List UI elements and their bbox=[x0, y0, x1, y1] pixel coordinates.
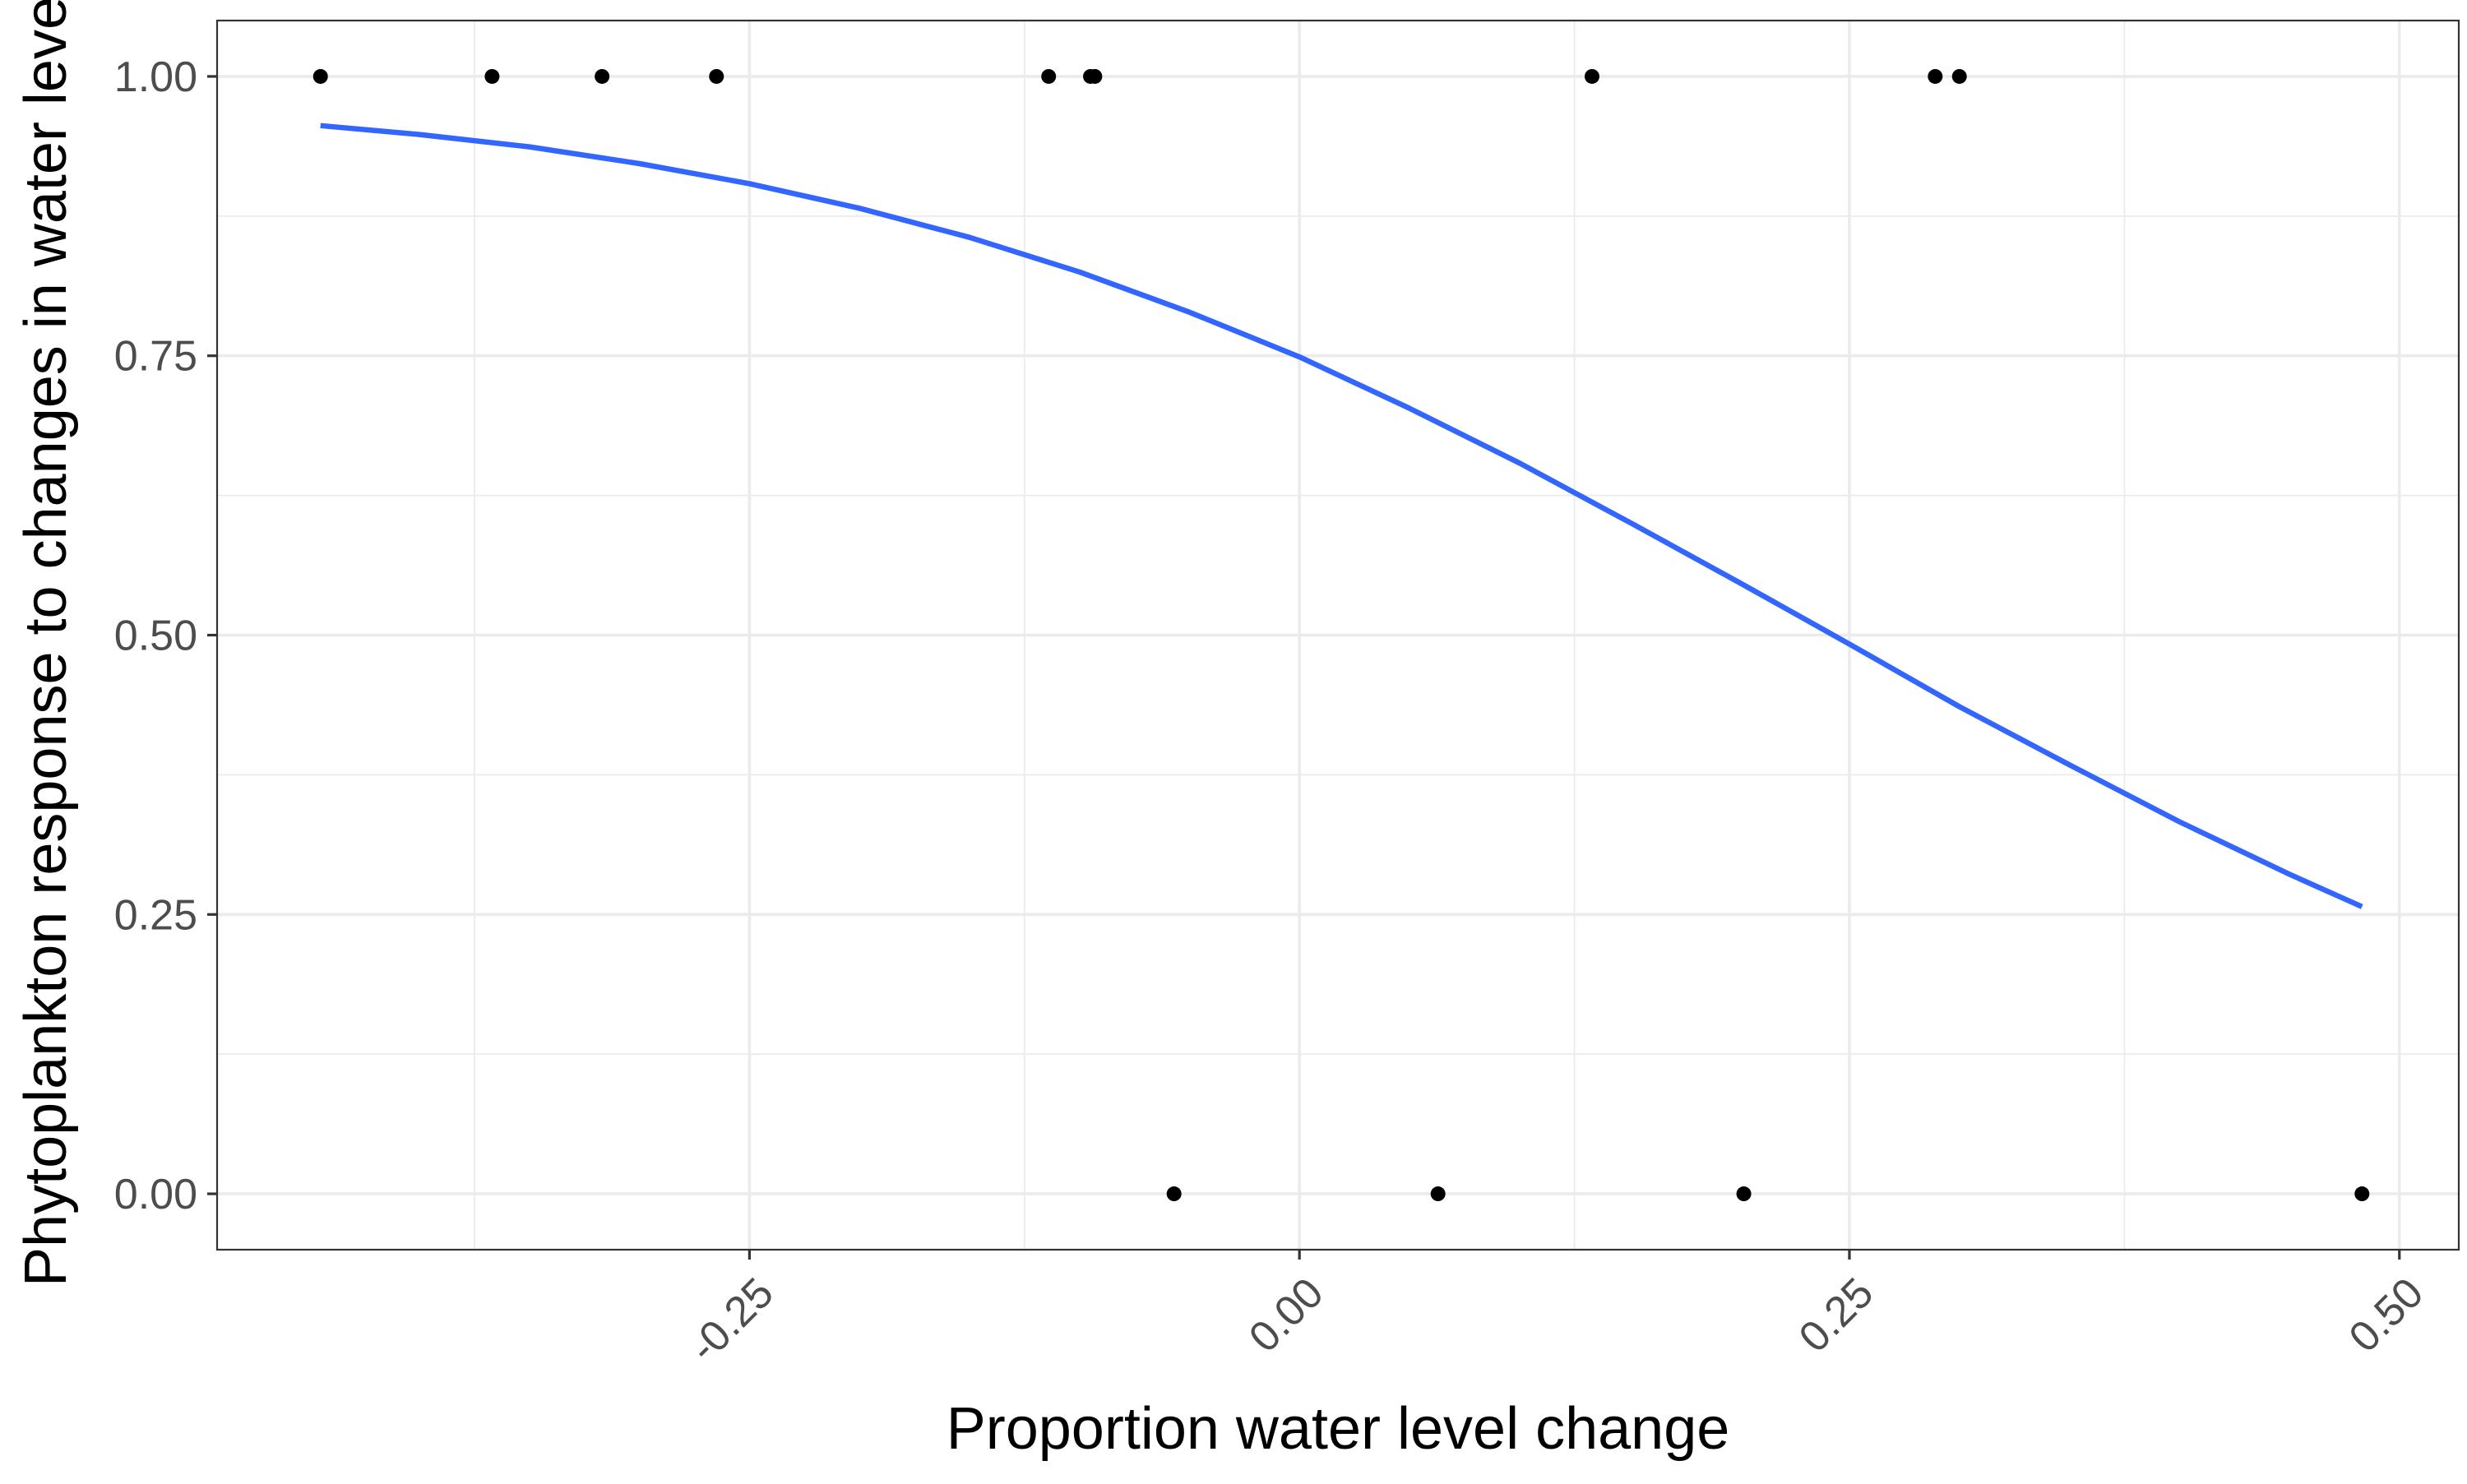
data-point bbox=[1736, 1186, 1752, 1202]
data-point bbox=[2354, 1186, 2370, 1202]
grid-lines bbox=[217, 21, 2459, 1250]
y-tick-label: 0.50 bbox=[114, 613, 197, 660]
y-tick-label: 0.00 bbox=[114, 1171, 197, 1218]
data-point bbox=[595, 68, 610, 84]
data-point bbox=[484, 68, 500, 84]
data-point bbox=[709, 68, 724, 84]
x-tick-label: 0.00 bbox=[1240, 1269, 1333, 1361]
data-point bbox=[1041, 68, 1057, 84]
data-point bbox=[1430, 1186, 1446, 1202]
fitted-curve bbox=[320, 123, 2363, 909]
data-point bbox=[1951, 68, 1967, 84]
x-tick-label: 0.50 bbox=[2340, 1269, 2433, 1361]
data-point bbox=[1928, 68, 1943, 84]
y-tick-label: 0.75 bbox=[114, 333, 197, 381]
data-points bbox=[312, 68, 2370, 1202]
fitted-curve-layer bbox=[320, 123, 2363, 909]
data-point bbox=[312, 68, 328, 84]
data-point bbox=[1584, 68, 1599, 84]
x-tick-label: 0.25 bbox=[1790, 1269, 1883, 1361]
y-axis-title: Phytoplankton response to changes in wat… bbox=[13, 0, 79, 1287]
y-tick-label: 0.25 bbox=[114, 891, 197, 939]
y-tick-label: 1.00 bbox=[114, 53, 197, 101]
x-axis-title: Proportion water level change bbox=[947, 1396, 1730, 1462]
data-point bbox=[1087, 68, 1103, 84]
data-point bbox=[1166, 1186, 1182, 1202]
x-tick-label: -0.25 bbox=[680, 1269, 783, 1371]
